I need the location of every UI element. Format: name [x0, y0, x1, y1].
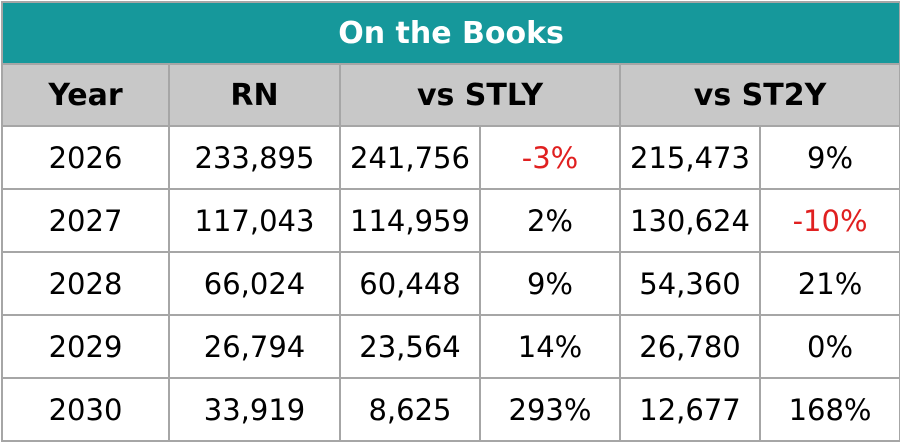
st2y-pct-cell: 168% — [758, 377, 900, 442]
table-row: 2027 117,043 114,959 2% 130,624 -10% — [1, 188, 900, 253]
st2y-pct-cell: 21% — [758, 251, 900, 316]
rn-cell: 66,024 — [168, 251, 341, 316]
stly-value-cell: 8,625 — [339, 377, 481, 442]
rn-cell: 26,794 — [168, 314, 341, 379]
stly-pct-cell: 293% — [479, 377, 621, 442]
year-cell: 2027 — [1, 188, 170, 253]
st2y-value-cell: 26,780 — [619, 314, 761, 379]
year-cell: 2030 — [1, 377, 170, 442]
table-title: On the Books — [0, 1, 900, 65]
header-vs-st2y: vs ST2Y — [618, 63, 900, 127]
stly-value-cell: 23,564 — [339, 314, 481, 379]
year-cell: 2029 — [1, 314, 170, 379]
st2y-value-cell: 215,473 — [619, 125, 761, 190]
st2y-pct-cell: 0% — [758, 314, 900, 379]
stly-pct-cell: 2% — [479, 188, 621, 253]
stly-pct-cell: -3% — [479, 125, 621, 190]
rn-cell: 117,043 — [168, 188, 341, 253]
table-row: 2029 26,794 23,564 14% 26,780 0% — [1, 314, 900, 379]
stly-value-cell: 114,959 — [339, 188, 481, 253]
year-cell: 2028 — [1, 251, 170, 316]
header-rn: RN — [168, 63, 341, 127]
stly-value-cell: 241,756 — [339, 125, 481, 190]
table-body: 2026 233,895 241,756 -3% 215,473 9% 2027 117,04… — [1, 125, 900, 442]
table-row: 2030 33,919 8,625 293% 12,677 168% — [1, 377, 900, 442]
st2y-pct-cell: -10% — [758, 188, 900, 253]
stly-pct-cell: 14% — [479, 314, 621, 379]
rn-cell: 33,919 — [168, 377, 341, 442]
table-row: 2026 233,895 241,756 -3% 215,473 9% — [1, 125, 900, 190]
year-cell: 2026 — [1, 125, 170, 190]
header-row: Year RN vs STLY vs ST2Y — [1, 63, 900, 127]
st2y-value-cell: 130,624 — [619, 188, 761, 253]
stly-value-cell: 60,448 — [339, 251, 481, 316]
stly-pct-cell: 9% — [479, 251, 621, 316]
table-row: 2028 66,024 60,448 9% 54,360 21% — [1, 251, 900, 316]
rn-cell: 233,895 — [168, 125, 341, 190]
header-vs-stly: vs STLY — [339, 63, 621, 127]
st2y-pct-cell: 9% — [758, 125, 900, 190]
st2y-value-cell: 12,677 — [619, 377, 761, 442]
header-year: Year — [1, 63, 170, 127]
title-row: On the Books — [0, 1, 900, 65]
st2y-value-cell: 54,360 — [619, 251, 761, 316]
